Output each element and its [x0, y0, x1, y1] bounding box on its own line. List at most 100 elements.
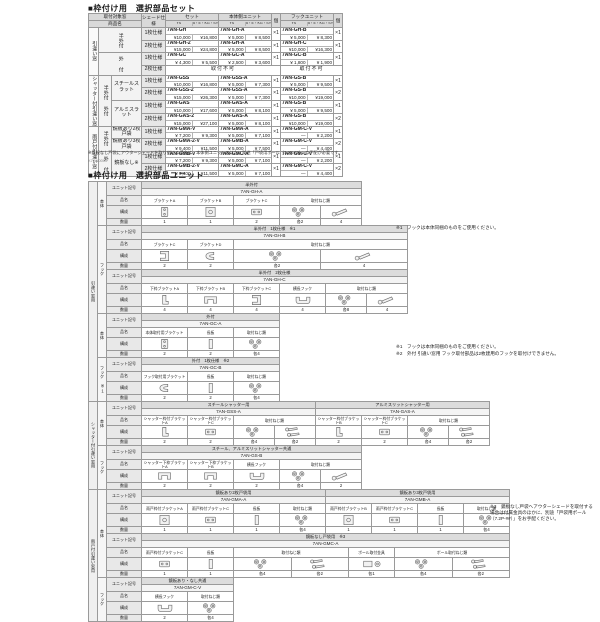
washers-part-icon — [415, 559, 428, 569]
part-name: 取付ねじ類 — [187, 591, 234, 602]
hook-part-icon — [295, 296, 310, 305]
price-row: ¥ 5,000 ¥ 7,300 — [220, 94, 271, 100]
price-ys: ¥15,000 — [167, 47, 193, 52]
row-label-diagram: 構成 — [106, 337, 142, 351]
price-ys: ¥ 7,200 — [167, 158, 193, 163]
unit-block-table: ユニット記号 半外付 7AN-GH-A 品名 ブラケットA ブラケットB ブラケットC 取付ね… — [106, 181, 362, 226]
quantity-cell: ×1 — [271, 52, 282, 66]
hole-part-icon — [159, 515, 169, 525]
price-color: ¥ 8,500 — [254, 47, 271, 53]
price-color: ¥ 8,100 — [254, 120, 271, 126]
small-part-icon — [378, 428, 390, 436]
price-ys: ¥ 5,000 — [220, 107, 246, 113]
quantity-cell: ×1 — [271, 163, 282, 177]
header-hook-unit: フックユニット — [280, 13, 335, 21]
price-row: ¥ 5,000 ¥ 7,500 — [220, 145, 271, 151]
part-name: シャッター枠付ブラケットC — [187, 415, 234, 426]
usage-row: ユニット記号 鏡板あり・なし共通 — [106, 577, 234, 592]
part-name: 取付ねじ類 — [233, 415, 316, 426]
decorative — [277, 252, 281, 256]
price-column-header: YSB・E・KG・SY・W — [165, 20, 220, 28]
table-row: 雨戸付引違い窓 半外付 鏡板あり2枚戸袋 1枚仕様 7AN-GMA-V ¥ 7,200 ¥ … — [88, 125, 344, 177]
side-row: 本体 ユニット記号 鏡板あり2枚戸袋用 鏡板あり3枚戸袋用 7AN-GMA-A 7AN-G… — [97, 489, 510, 578]
part-diagram — [315, 425, 362, 439]
product-code: 7AN-GMA-V — [166, 127, 218, 134]
price-color: ¥ 7,100 — [254, 158, 271, 164]
u-part-icon — [157, 472, 171, 480]
unit-code: 7AN-GAS-A — [315, 408, 490, 416]
product-cell: 7AN-GSS-A ¥ 5,000 ¥ 7,300 — [218, 74, 273, 89]
part-name: 取付ねじ類 — [325, 283, 408, 294]
part-diagram — [463, 513, 510, 527]
price-color: ¥ 9,500 — [316, 82, 333, 88]
bar-part-icon — [208, 383, 213, 393]
price-column-header: YSB・E・KG・SY・W — [280, 20, 335, 28]
part-diagram — [187, 601, 234, 615]
product-code: 7AN-GS-B — [281, 101, 333, 108]
row-label-unit-code: ユニット記号 — [106, 445, 142, 460]
price-row: ¥ 5,000 ¥ 9,500 — [282, 107, 333, 113]
decorative — [462, 427, 472, 432]
part-name: シャッター枠付ブラケットB — [315, 415, 362, 426]
quantity-cell: ×1 — [271, 99, 282, 115]
washers-part-icon — [202, 603, 215, 613]
screw-part-icon — [331, 208, 348, 217]
decorative — [211, 430, 214, 434]
price-color: ¥11,500 — [200, 170, 218, 176]
decorative — [157, 604, 172, 613]
decorative — [345, 517, 351, 523]
washers-part-icon — [254, 559, 267, 569]
name-row: 品名 雨戸枠付ブラケットC 長板 取付ねじ類 ポール取付金具 ポール取付ねじ類 — [106, 547, 510, 558]
part-name: 長板 — [233, 503, 280, 514]
unit-code: 7AN-GH-B — [141, 232, 408, 240]
row-label-unit-code: ユニット記号 — [106, 357, 142, 372]
unit-block-table: ユニット記号 スチールシャッター用 アルミスリットシャッター用 7AN-GSS-A 7A… — [106, 401, 490, 446]
parts-unit-section: 引違い窓用 本体 ユニット記号 半外付 7AN-GH-A 品名 ブラケットA ブラケットB ブラ… — [88, 181, 510, 622]
usage-header: 半外付 — [141, 181, 362, 189]
part-diagram — [233, 557, 292, 571]
part-diagram — [366, 293, 408, 307]
usage-row: ユニット記号 外付 — [106, 313, 280, 328]
quantity-cell: ×1 — [271, 87, 282, 101]
price-row: — ¥ 4,400 — [282, 145, 333, 151]
part-diagram — [451, 557, 510, 571]
row-label-name: 品名 — [106, 503, 142, 514]
price-color: ¥ 7,100 — [254, 133, 271, 139]
window-group: 雨戸付引違い窓用 本体 ユニット記号 鏡板あり2枚戸袋用 鏡板あり3枚戸袋用 7AN-GM… — [88, 489, 510, 622]
part-name: 取付ねじ類 — [407, 415, 490, 426]
decorative — [438, 515, 443, 525]
screw-part-icon — [331, 472, 348, 481]
not-installable-cell: 取付不可 — [280, 64, 344, 76]
note-2: ※2 外付 引違い窓用 フック取付部品は2枚建用のフックを取付けできません。 — [396, 351, 559, 356]
part-diagram — [187, 381, 234, 395]
part-diagram — [141, 601, 188, 615]
part-diagram — [320, 205, 362, 219]
usage-row: ユニット記号 半外付 1枚仕様 ※1 — [106, 225, 408, 240]
part-diagram — [141, 425, 188, 439]
decorative — [380, 430, 383, 434]
row-label-diagram: 構成 — [106, 205, 142, 219]
price-row: ¥10,000 ¥16,300 — [282, 47, 333, 52]
usage-header: 鏡板なし戸袋用 ※3 — [141, 533, 510, 541]
bar-part-icon — [208, 339, 213, 349]
unit-block-table: ユニット記号 半外付 2枚仕様 7AN-GH-C 品名 下枠ブラケットA 下枠ブラケットB… — [106, 269, 408, 314]
shade-spec-cell: 2枚仕様 — [141, 39, 167, 54]
price-row: ¥10,000 ¥16,800 — [167, 34, 218, 40]
header-body-unit: 本体側ユニット — [218, 13, 273, 21]
mount-type-label: 半外付 — [98, 125, 112, 152]
product-code: 7AN-GC-B — [281, 54, 333, 60]
usage-header: アルミスリットシャッター用 — [315, 401, 490, 409]
decorative — [165, 562, 168, 566]
row-label-name: 品名 — [106, 459, 142, 470]
price-ys: ¥ 5,000 — [220, 170, 246, 176]
decorative — [251, 433, 254, 436]
part-name: ブラケットC — [141, 239, 188, 250]
product-code: 7AN-GH-2 — [166, 41, 218, 48]
row-label-unit-code: ユニット記号 — [106, 225, 142, 240]
unit-code: 7AN-GH-C — [141, 276, 408, 284]
decorative — [295, 296, 310, 305]
part-diagram — [407, 425, 449, 439]
name-row: 品名 ブラケットC ブラケットD 取付ねじ類 — [106, 239, 408, 250]
product-code: 7AN-GH-A — [219, 28, 271, 35]
usage-header: 鏡板あり・なし共通 — [141, 577, 234, 585]
